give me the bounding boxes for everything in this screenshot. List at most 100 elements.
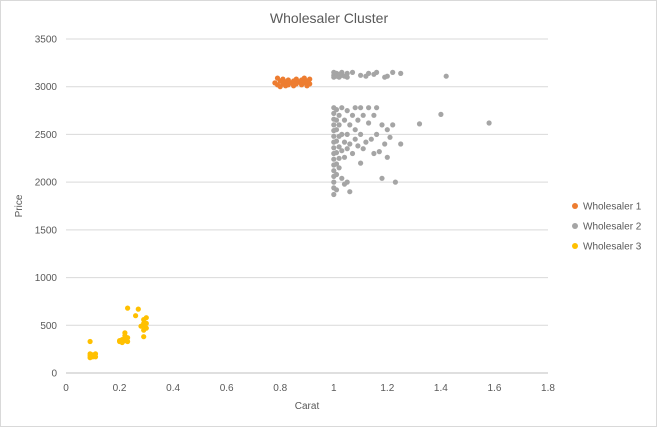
y-tick-label: 500	[40, 321, 57, 332]
data-point	[398, 141, 404, 147]
data-point	[125, 335, 131, 341]
data-point	[135, 306, 141, 312]
data-point	[358, 131, 364, 137]
x-tick-label: 0.4	[166, 383, 180, 394]
data-point	[374, 69, 380, 75]
chart-title: Wholesaler Cluster	[270, 10, 389, 26]
data-point	[143, 315, 149, 321]
data-point	[363, 139, 369, 145]
data-point	[336, 122, 342, 128]
data-point	[358, 160, 364, 166]
data-point	[336, 112, 342, 118]
data-point	[384, 154, 390, 160]
x-tick-label: 1.2	[380, 383, 394, 394]
data-point	[344, 74, 350, 80]
x-axis-ticks: 0 0.2 0.4 0.6 0.8 1 1.2 1.4 1.6 1.8	[63, 383, 555, 394]
gridlines	[66, 38, 548, 374]
data-point	[333, 138, 340, 144]
data-point	[347, 141, 353, 147]
data-point	[331, 122, 337, 128]
data-point	[336, 165, 342, 171]
data-point	[331, 133, 337, 139]
y-tick-label: 2000	[35, 178, 58, 189]
data-point	[341, 139, 348, 145]
data-point	[379, 175, 385, 181]
data-point	[331, 145, 337, 151]
data-point	[143, 325, 149, 331]
data-point	[352, 127, 358, 133]
data-point	[379, 122, 385, 128]
data-point	[339, 148, 345, 154]
data-point	[344, 131, 350, 137]
data-point	[349, 150, 356, 157]
data-point	[384, 73, 390, 79]
data-point	[336, 155, 342, 161]
series-3	[87, 305, 149, 361]
data-point	[87, 338, 93, 345]
data-point	[331, 168, 337, 174]
y-tick-label: 3500	[35, 35, 58, 46]
data-point	[143, 320, 149, 326]
data-point	[384, 127, 390, 133]
data-point	[333, 107, 340, 113]
data-point	[92, 354, 99, 360]
data-point	[371, 112, 377, 118]
data-point	[133, 313, 139, 319]
data-point	[416, 121, 423, 127]
x-tick-label: 1.6	[487, 383, 501, 394]
data-point	[438, 111, 444, 117]
data-point	[339, 175, 345, 181]
x-tick-label: 0	[63, 383, 69, 394]
data-point	[331, 156, 337, 162]
y-tick-label: 1500	[35, 225, 58, 236]
data-point	[398, 70, 404, 76]
data-point	[390, 122, 396, 128]
data-point	[307, 81, 313, 87]
x-tick-label: 0.6	[220, 383, 234, 394]
y-axis-title: Price	[14, 194, 25, 217]
data-point	[486, 120, 492, 126]
data-point	[333, 161, 340, 167]
y-axis-ticks: 0 500 1000 1500 2000 2500 3000 3500	[35, 35, 58, 380]
data-point	[368, 136, 374, 142]
data-point	[344, 70, 350, 76]
data-point	[352, 105, 358, 111]
data-point	[125, 305, 131, 311]
data-point	[341, 117, 348, 123]
data-point	[358, 72, 364, 78]
data-point	[347, 122, 353, 128]
data-point	[341, 154, 348, 160]
legend-label: Wholesaler 3	[583, 242, 642, 253]
data-point	[331, 110, 337, 116]
y-tick-label: 3000	[35, 82, 58, 93]
legend-marker	[572, 223, 578, 229]
data-point	[387, 134, 393, 140]
y-tick-label: 2500	[35, 130, 58, 141]
data-point	[333, 171, 340, 178]
data-point	[366, 105, 372, 111]
data-point	[333, 117, 340, 123]
series-2	[331, 69, 492, 198]
data-point	[331, 191, 337, 198]
x-tick-label: 0.2	[113, 383, 127, 394]
data-point	[307, 76, 313, 82]
data-point	[141, 334, 147, 340]
data-point	[347, 189, 353, 195]
y-tick-label: 0	[51, 369, 57, 380]
data-point	[355, 117, 361, 123]
data-point	[333, 150, 340, 156]
data-point	[344, 179, 350, 185]
data-point	[349, 112, 356, 118]
data-point	[331, 179, 337, 185]
data-point	[349, 69, 356, 75]
data-point	[376, 149, 382, 155]
data-point	[344, 108, 350, 114]
legend-marker	[572, 203, 578, 209]
data-point	[125, 338, 131, 345]
x-tick-label: 0.8	[273, 383, 287, 394]
x-tick-label: 1.8	[541, 383, 555, 394]
data-point	[344, 146, 350, 152]
x-tick-label: 1	[331, 383, 337, 394]
